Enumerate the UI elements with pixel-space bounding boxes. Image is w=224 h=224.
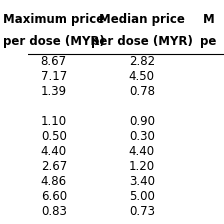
Text: 2.67: 2.67	[41, 160, 67, 173]
Text: 0.50: 0.50	[41, 130, 67, 143]
Text: 8.67: 8.67	[41, 55, 67, 68]
Text: 0.83: 0.83	[41, 205, 67, 218]
Text: per dose (MYR): per dose (MYR)	[91, 35, 193, 48]
Text: M: M	[202, 13, 214, 26]
Text: per dose (MYR): per dose (MYR)	[3, 35, 105, 48]
Text: 4.86: 4.86	[41, 175, 67, 188]
Text: 0.78: 0.78	[129, 85, 155, 98]
Text: 4.40: 4.40	[129, 145, 155, 158]
Text: 0.73: 0.73	[129, 205, 155, 218]
Text: Maximum price: Maximum price	[3, 13, 104, 26]
Text: 1.10: 1.10	[41, 115, 67, 128]
Text: 6.60: 6.60	[41, 190, 67, 203]
Text: 7.17: 7.17	[41, 70, 67, 83]
Text: 2.82: 2.82	[129, 55, 155, 68]
Text: 0.30: 0.30	[129, 130, 155, 143]
Text: 1.39: 1.39	[41, 85, 67, 98]
Text: 3.40: 3.40	[129, 175, 155, 188]
Text: 1.20: 1.20	[129, 160, 155, 173]
Text: 5.00: 5.00	[129, 190, 155, 203]
Text: 4.40: 4.40	[41, 145, 67, 158]
Text: pe: pe	[200, 35, 217, 48]
Text: 0.90: 0.90	[129, 115, 155, 128]
Text: Median price: Median price	[99, 13, 185, 26]
Text: 4.50: 4.50	[129, 70, 155, 83]
